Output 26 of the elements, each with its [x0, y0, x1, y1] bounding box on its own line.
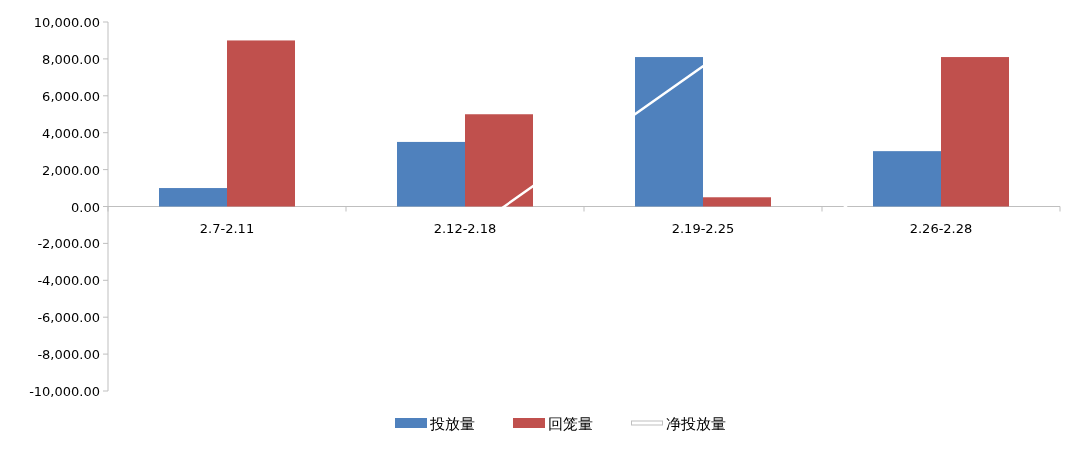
- bar: [397, 141, 465, 207]
- y-tick-label: 2,000.00: [42, 162, 100, 178]
- legend-label: 回笼量: [548, 415, 593, 433]
- y-tick-label: -4,000.00: [37, 273, 100, 289]
- bar: [873, 151, 941, 207]
- y-tick-label: -6,000.00: [37, 310, 100, 326]
- bar: [465, 114, 533, 207]
- x-tick-label: 2.26-2.28: [909, 220, 973, 236]
- bar: [159, 188, 227, 207]
- bar: [703, 197, 771, 207]
- y-tick-label: 0.00: [71, 199, 100, 215]
- bar: [941, 57, 1009, 207]
- x-tick-label: 2.7-2.11: [199, 220, 255, 236]
- x-tick-label: 2.12-2.18: [433, 220, 497, 236]
- bar: [227, 40, 295, 207]
- y-tick-label: 4,000.00: [42, 125, 100, 141]
- y-tick-label: 6,000.00: [42, 88, 100, 104]
- y-tick-label: -8,000.00: [37, 347, 100, 363]
- y-tick-label: 10,000.00: [33, 15, 100, 30]
- y-tick-label: -2,000.00: [37, 236, 100, 252]
- legend-label: 净投放量: [666, 415, 726, 433]
- bar: [635, 57, 703, 207]
- y-tick-label: 8,000.00: [42, 51, 100, 67]
- y-tick-label: -10,000.00: [29, 384, 100, 399]
- x-tick-label: 2.19-2.25: [671, 220, 735, 236]
- legend-label: 投放量: [429, 415, 475, 433]
